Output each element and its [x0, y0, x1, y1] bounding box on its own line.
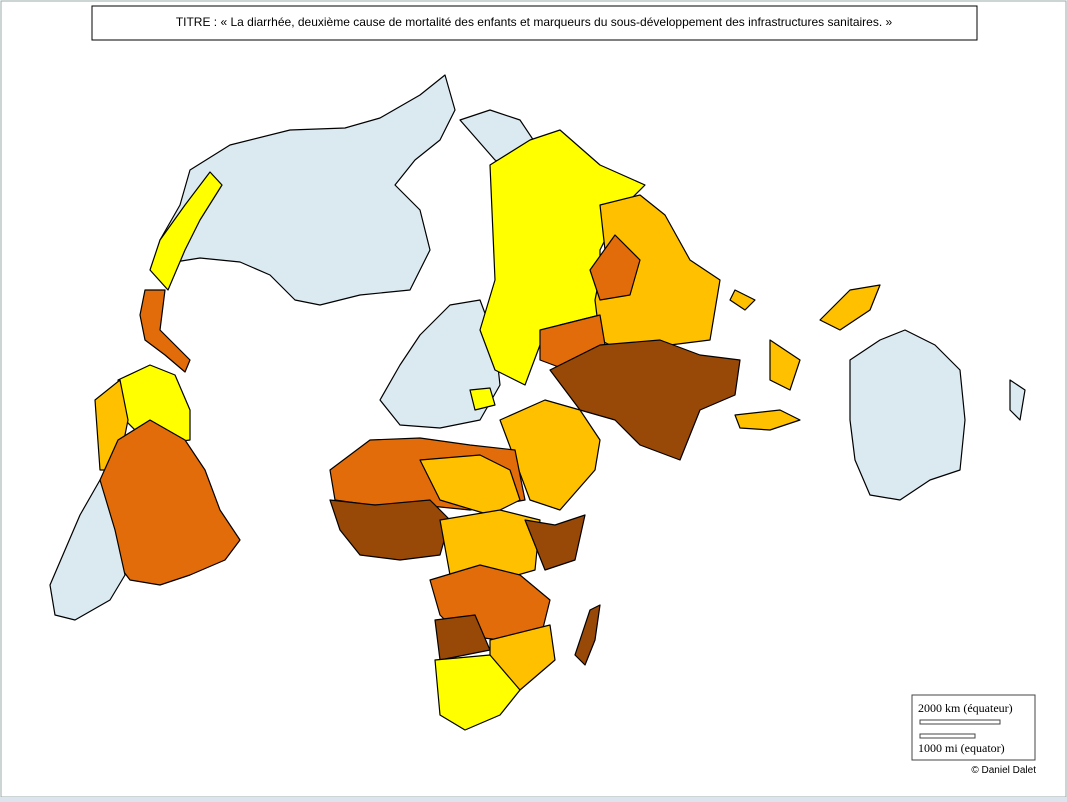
south-africa	[434, 654, 521, 731]
scale-bar-mi	[919, 733, 976, 739]
sa-south	[49, 479, 126, 621]
sahel	[419, 454, 521, 516]
new-zealand	[1009, 379, 1026, 421]
philippines	[769, 339, 801, 391]
madagascar	[574, 604, 601, 666]
australia	[849, 329, 966, 501]
scale-km: 2000 km (équateur)	[918, 701, 1013, 715]
title-box	[91, 5, 978, 41]
scale-mi: 1000 mi (equator)	[918, 741, 1005, 755]
indonesia	[734, 409, 801, 431]
korea	[729, 289, 756, 311]
title: TITRE : « La diarrhée, deuxième cause de…	[176, 15, 893, 29]
scale: 2000 km (équateur) 1000 mi (equator)	[911, 694, 1036, 761]
balkans	[469, 387, 496, 411]
japan	[819, 284, 881, 331]
credit: © Daniel Dalet	[971, 765, 1036, 776]
scale-bar-km	[919, 719, 1001, 725]
central-america	[139, 289, 191, 373]
south-asia	[549, 339, 741, 461]
scale-box	[911, 694, 1036, 761]
kazakh	[589, 234, 641, 301]
horn-africa	[524, 514, 586, 571]
north-america	[159, 74, 456, 306]
bottom-bar	[0, 797, 1067, 802]
west-africa	[329, 499, 451, 561]
alaska	[149, 171, 223, 291]
sa-north	[117, 364, 191, 446]
map	[49, 74, 1026, 731]
